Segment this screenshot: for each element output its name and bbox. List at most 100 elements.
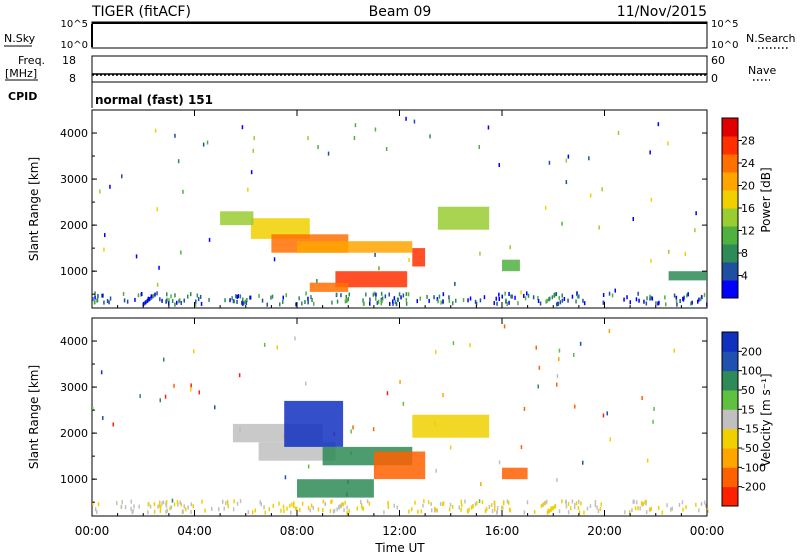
noise-mark	[331, 499, 333, 504]
scatter-mark	[121, 174, 123, 179]
noise-mark	[589, 504, 592, 509]
noise-mark	[650, 295, 652, 300]
noise-mark	[266, 302, 268, 307]
noise-mark	[632, 499, 634, 504]
noise-mark	[442, 502, 444, 507]
noise-mark	[282, 295, 284, 300]
noise-mark	[245, 301, 248, 305]
scatter-mark	[276, 345, 278, 350]
noise-mark	[143, 301, 145, 306]
scatter-mark	[137, 293, 140, 298]
noise-mark	[307, 505, 310, 510]
noise-mark	[389, 301, 391, 306]
noise-mark	[259, 500, 261, 505]
scatter-mark	[608, 329, 611, 334]
noise-mark	[578, 499, 580, 504]
colorbar-tick-label: -200	[741, 481, 766, 494]
scatter-mark	[252, 148, 254, 153]
heatmap-cell-2	[297, 241, 413, 253]
noise-mark	[448, 295, 450, 300]
noise-mark	[698, 508, 700, 513]
noise-mark	[397, 297, 400, 302]
noise-mark	[157, 504, 159, 509]
noise-mark	[548, 509, 551, 513]
noise-mark	[169, 506, 171, 511]
noise-mark	[501, 505, 503, 510]
scatter-mark	[429, 134, 431, 139]
noise-mark	[433, 506, 436, 511]
noise-mark	[171, 299, 174, 303]
noise-mark	[199, 294, 202, 299]
cpid-value: normal (fast) 151	[95, 93, 213, 107]
noise-mark	[109, 296, 112, 301]
scatter-mark	[193, 349, 195, 354]
scatter-mark	[182, 189, 184, 194]
freq-tick-bottom: 8	[69, 72, 76, 85]
noise-mark	[283, 509, 285, 514]
y-tick-label: 2000	[60, 219, 88, 232]
noise-mark	[428, 298, 430, 303]
noise-mark	[682, 507, 684, 512]
scatter-mark	[558, 357, 560, 362]
colorbar-swatch	[722, 208, 738, 227]
noise-mark	[258, 293, 260, 298]
noise-mark	[395, 302, 398, 307]
noise-mark	[496, 509, 498, 514]
scatter-mark	[520, 290, 522, 295]
noise-mark	[539, 301, 542, 306]
noise-mark	[508, 292, 510, 296]
scatter-mark	[317, 145, 319, 150]
beam-title: Beam 09	[369, 4, 432, 20]
velocity-y-axis: 1000 2000 3000 4000	[60, 317, 707, 503]
noise-mark	[532, 295, 535, 300]
power-ylabel: Slant Range [km]	[27, 157, 41, 261]
noise-mark	[177, 502, 179, 507]
noise-mark	[514, 295, 516, 300]
noise-mark	[649, 294, 651, 299]
heatmap-cell-6	[412, 414, 490, 438]
x-tick-label: 20:00	[587, 524, 622, 538]
noise-mark	[394, 300, 397, 305]
power-colorbar-label: Power [dB]	[759, 167, 773, 232]
noise-mark	[170, 505, 173, 510]
noise-mark	[576, 291, 578, 296]
noise-mark	[503, 500, 505, 505]
scatter-mark	[238, 373, 241, 378]
noise-mark	[254, 508, 256, 513]
noise-mark	[271, 294, 274, 299]
noise-mark	[130, 499, 132, 504]
noise-mark	[291, 502, 293, 507]
scatter-mark	[556, 382, 558, 387]
noise-mark	[362, 301, 365, 306]
scatter-mark	[469, 343, 471, 348]
noise-mark	[159, 508, 162, 513]
noise-mark	[498, 297, 500, 301]
noise-mark	[408, 509, 410, 514]
scatter-mark	[214, 405, 216, 410]
colorbar-swatch	[722, 262, 738, 281]
noise-mark	[148, 297, 151, 301]
noise-mark	[381, 296, 384, 301]
noise-mark	[108, 300, 110, 305]
scatter-mark	[520, 445, 523, 450]
noise-mark	[183, 298, 185, 303]
noise-mark	[194, 302, 197, 307]
nsearch-label: N.Search	[746, 32, 796, 45]
noise-mark	[640, 501, 643, 506]
scatter-mark	[163, 357, 165, 362]
noise-mark	[222, 499, 224, 504]
colorbar-tick-label: 100	[741, 365, 762, 378]
scatter-mark	[535, 345, 537, 350]
noise-mark	[567, 510, 570, 515]
colorbar-tick-label: -100	[741, 461, 766, 474]
noise-mark	[554, 292, 556, 297]
noise-mark	[594, 500, 597, 504]
noise-mark	[602, 300, 605, 305]
scatter-mark	[156, 291, 158, 296]
noise-mark	[361, 503, 363, 508]
noise-mark	[419, 296, 421, 301]
noise-mark	[567, 501, 570, 506]
noise-mark	[336, 299, 339, 304]
noise-mark	[496, 506, 499, 510]
noise-mark	[405, 297, 408, 302]
